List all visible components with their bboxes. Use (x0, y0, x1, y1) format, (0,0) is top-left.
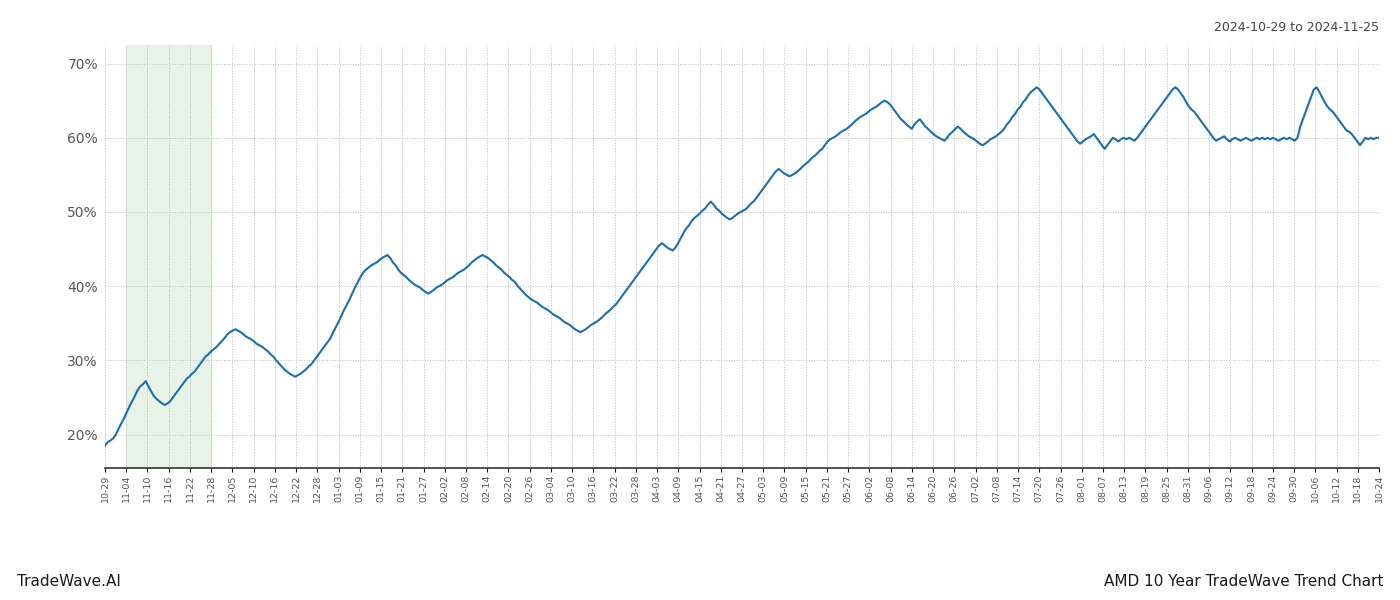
Text: AMD 10 Year TradeWave Trend Chart: AMD 10 Year TradeWave Trend Chart (1103, 574, 1383, 589)
Text: 2024-10-29 to 2024-11-25: 2024-10-29 to 2024-11-25 (1214, 21, 1379, 34)
Text: TradeWave.AI: TradeWave.AI (17, 574, 120, 589)
Bar (126, 45, 211, 468)
